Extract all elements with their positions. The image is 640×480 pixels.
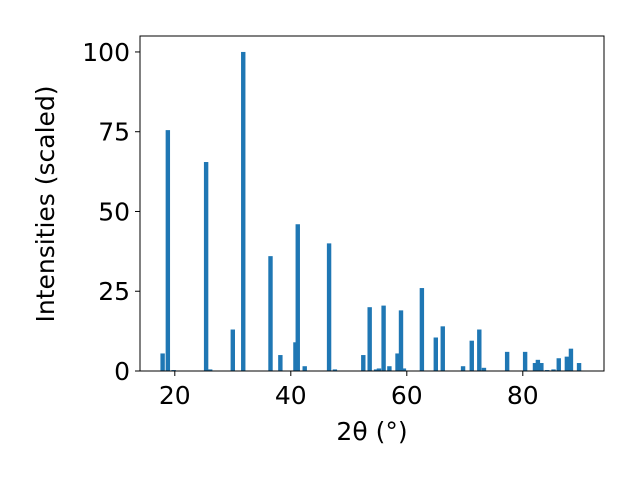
plot-frame: [139, 35, 605, 372]
x-axis: 20 40 60 80: [159, 371, 539, 410]
bar: [278, 355, 283, 371]
bar: [551, 369, 556, 371]
x-axis-label: 2θ (°): [336, 417, 407, 446]
bar: [401, 368, 407, 371]
bar: [373, 369, 379, 371]
bar: [440, 326, 445, 371]
bar: [293, 342, 298, 371]
y-tick-label: 0: [114, 357, 130, 386]
bar: [268, 256, 273, 371]
bar: [241, 51, 246, 371]
bar: [419, 288, 425, 371]
bar: [230, 329, 235, 371]
x-tick-label: 20: [159, 381, 191, 410]
bar: [395, 353, 400, 371]
bar: [532, 363, 538, 371]
bar: [361, 355, 366, 371]
bar: [504, 351, 510, 371]
y-tick-label: 25: [98, 277, 130, 306]
bar: [576, 363, 582, 371]
bar: [535, 359, 541, 371]
bar: [568, 348, 574, 371]
bar: [326, 243, 332, 371]
bar: [332, 369, 338, 371]
bar: [398, 310, 404, 371]
bar: [376, 368, 382, 371]
x-tick-label: 80: [507, 381, 539, 410]
y-tick-label: 100: [82, 38, 130, 67]
bar: [387, 366, 392, 371]
bar: [367, 307, 372, 371]
bar: [539, 363, 544, 371]
y-axis: 0 25 50 75 100: [82, 38, 140, 386]
bar: [160, 353, 165, 371]
bar-series: [160, 51, 582, 371]
bar: [469, 340, 474, 371]
bar: [295, 224, 300, 371]
bar: [302, 366, 307, 371]
bar: [481, 367, 487, 371]
bar: [433, 337, 438, 371]
bar: [381, 305, 386, 371]
y-axis-label: Intensities (scaled): [31, 85, 60, 322]
x-tick-label: 40: [275, 381, 307, 410]
y-tick-label: 50: [98, 197, 130, 226]
bar: [522, 351, 528, 371]
bar: [564, 356, 570, 371]
bar: [556, 358, 561, 371]
bar: [477, 329, 482, 371]
bar: [207, 369, 213, 371]
x-tick-label: 60: [391, 381, 423, 410]
y-tick-label: 75: [98, 118, 130, 147]
bar: [460, 366, 466, 371]
bar: [165, 130, 171, 371]
bar: [203, 162, 209, 371]
